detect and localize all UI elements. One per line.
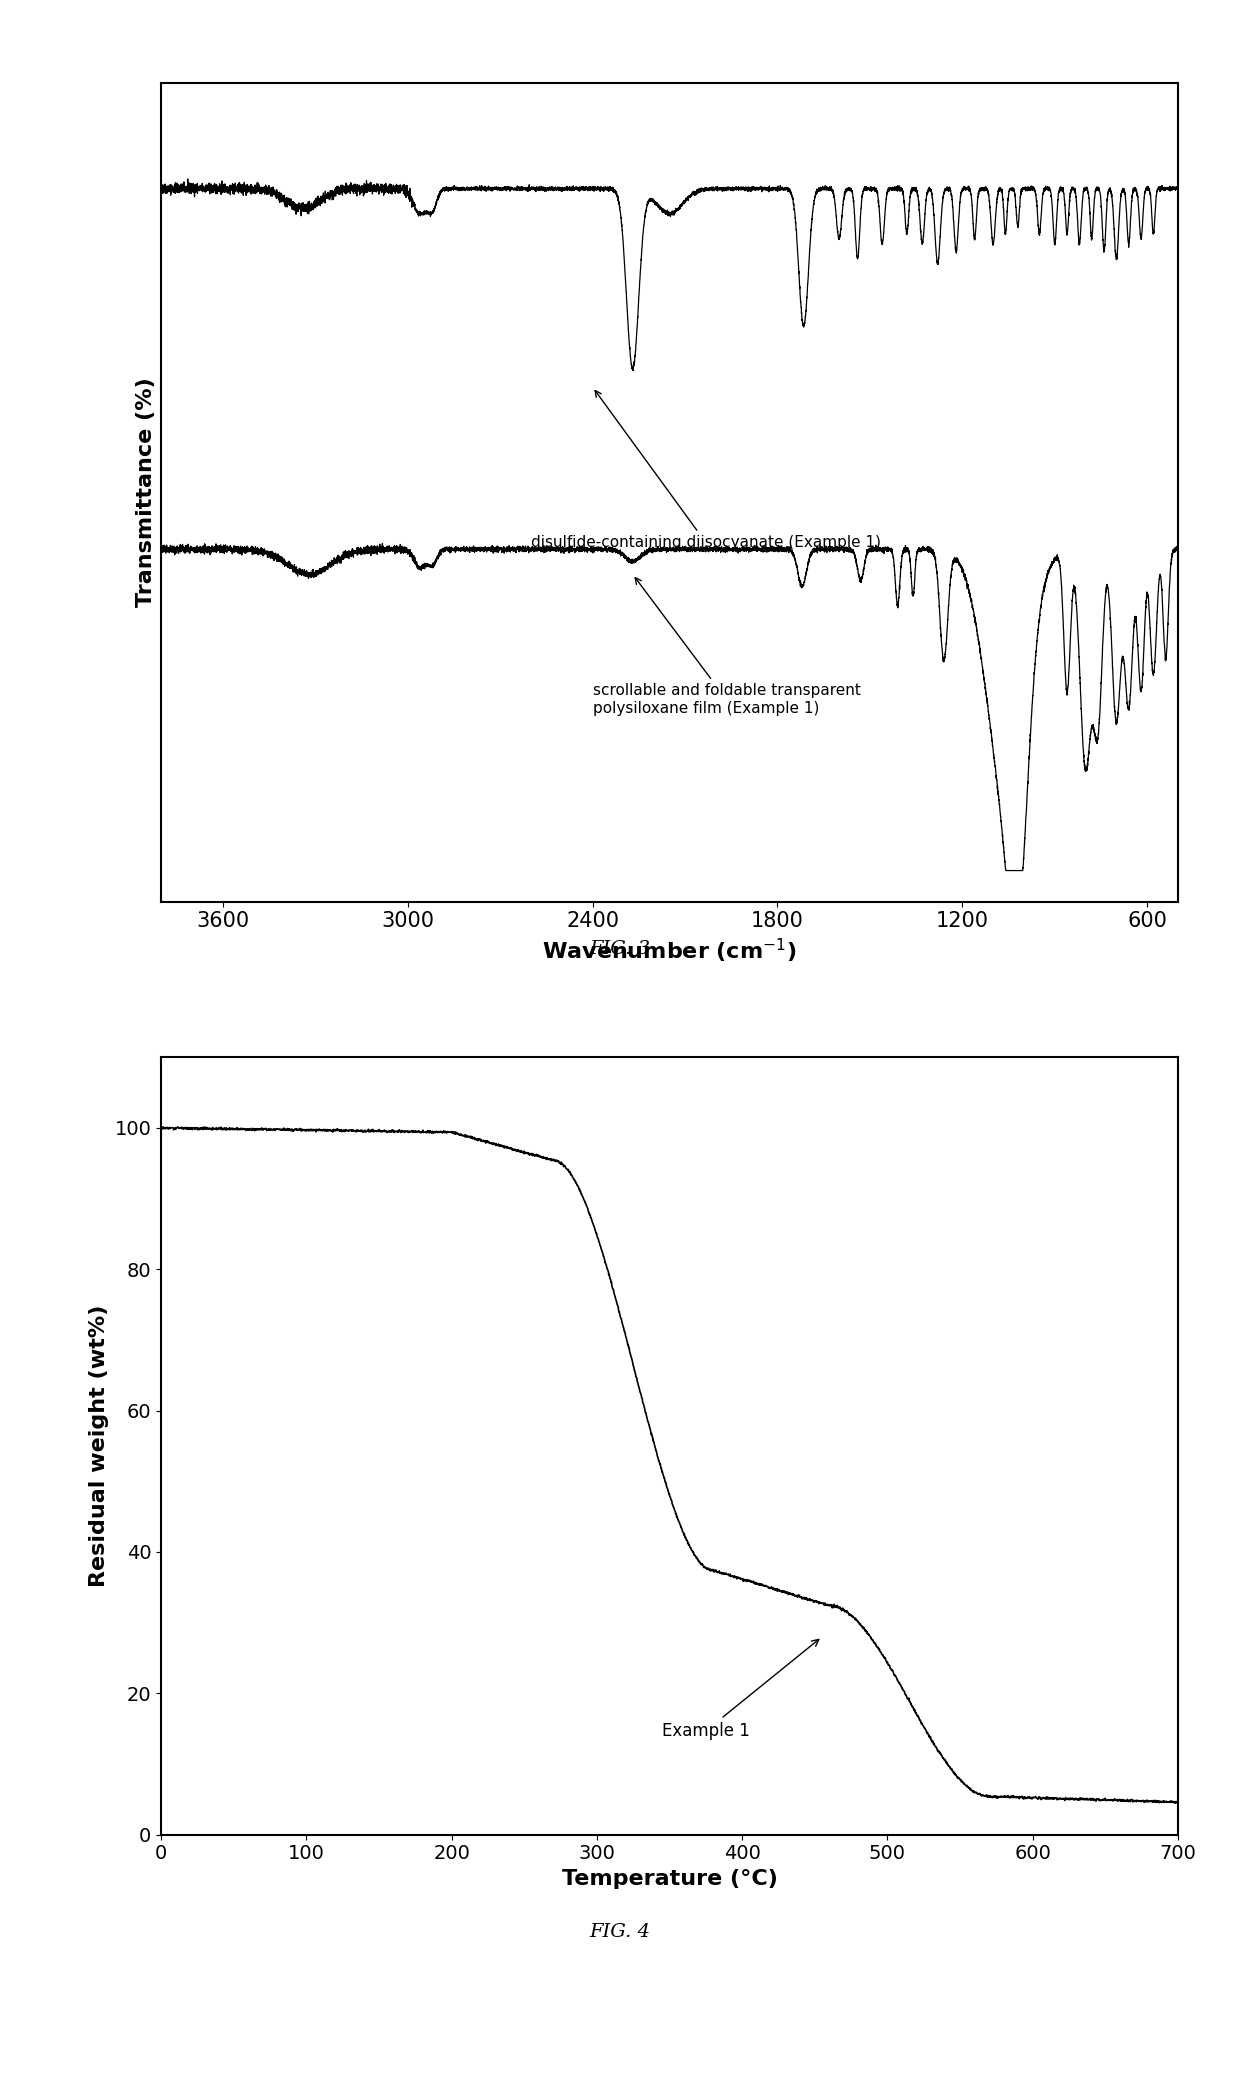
Text: disulfide-containing diisocyanate (Example 1): disulfide-containing diisocyanate (Examp… — [531, 390, 880, 549]
Y-axis label: Residual weight (wt%): Residual weight (wt%) — [89, 1304, 109, 1588]
Text: FIG. 4: FIG. 4 — [589, 1924, 651, 1940]
Text: FIG. 3: FIG. 3 — [589, 941, 651, 958]
X-axis label: Wavenumber (cm$^{-1}$): Wavenumber (cm$^{-1}$) — [542, 937, 797, 966]
Text: Example 1: Example 1 — [662, 1640, 818, 1739]
Y-axis label: Transmittance (%): Transmittance (%) — [135, 377, 156, 607]
Text: scrollable and foldable transparent
polysiloxane film (Example 1): scrollable and foldable transparent poly… — [593, 578, 861, 715]
X-axis label: Temperature (°C): Temperature (°C) — [562, 1870, 777, 1889]
